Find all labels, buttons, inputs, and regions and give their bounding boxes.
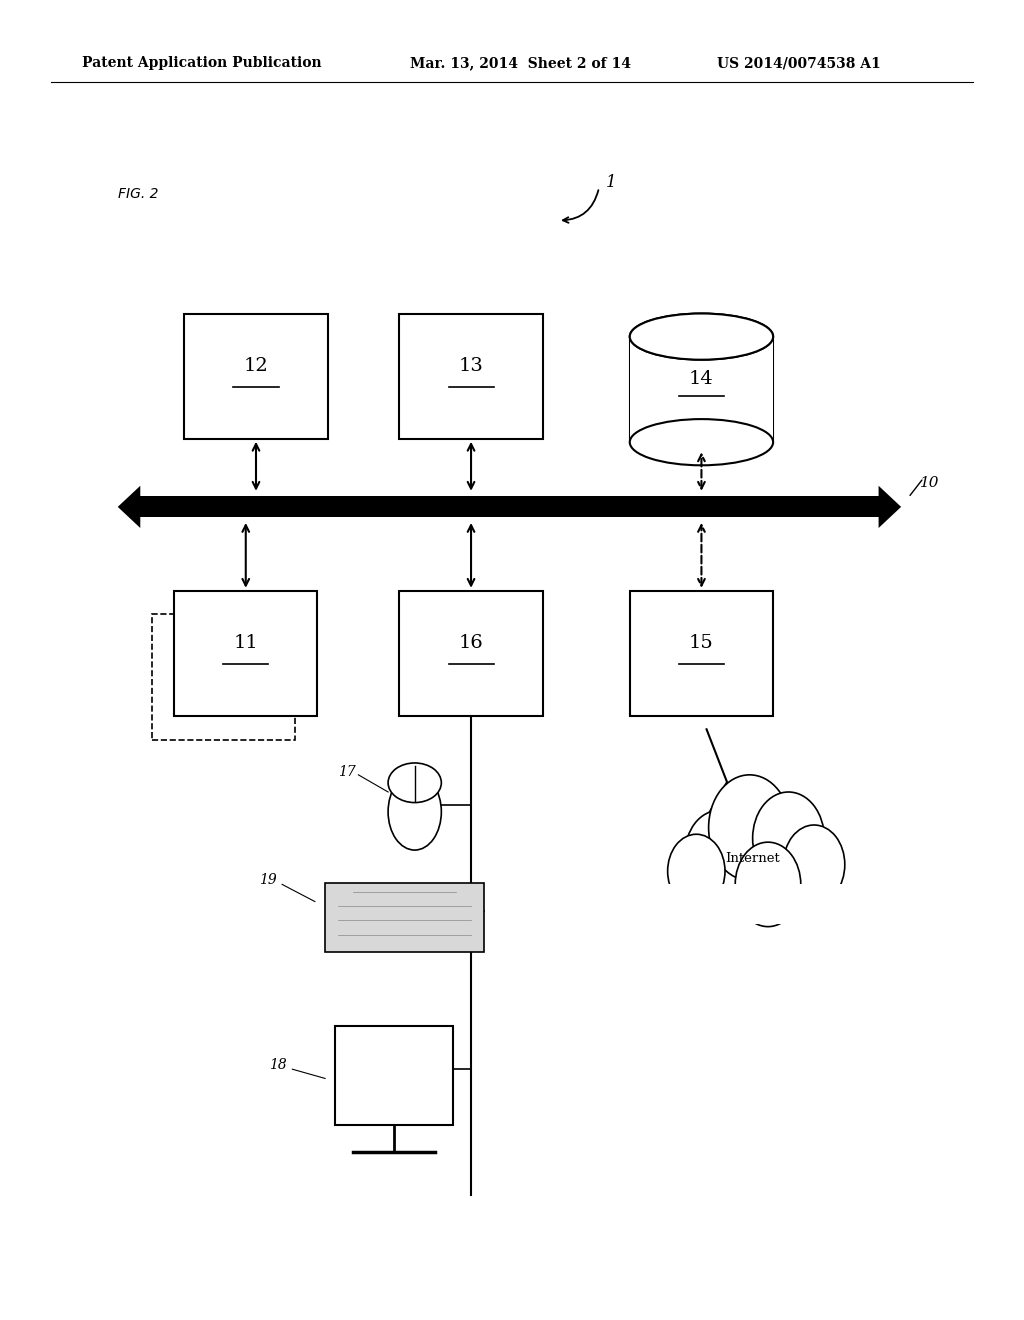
FancyBboxPatch shape [660, 884, 855, 924]
Text: 13: 13 [459, 356, 483, 375]
FancyBboxPatch shape [184, 314, 328, 438]
Circle shape [685, 810, 753, 898]
Text: US 2014/0074538 A1: US 2014/0074538 A1 [717, 57, 881, 70]
Text: 16: 16 [459, 634, 483, 652]
FancyBboxPatch shape [326, 883, 484, 952]
Polygon shape [118, 486, 140, 528]
Text: Internet: Internet [725, 851, 780, 865]
Ellipse shape [630, 314, 773, 360]
Ellipse shape [630, 420, 773, 466]
Text: 17: 17 [338, 766, 355, 779]
FancyBboxPatch shape [399, 314, 543, 438]
FancyBboxPatch shape [660, 812, 855, 924]
FancyBboxPatch shape [136, 496, 883, 517]
Circle shape [735, 842, 801, 927]
FancyBboxPatch shape [630, 591, 773, 715]
Polygon shape [879, 486, 901, 528]
FancyBboxPatch shape [399, 591, 543, 715]
Text: 10: 10 [920, 477, 939, 490]
Ellipse shape [388, 763, 441, 803]
Text: 12: 12 [244, 356, 268, 375]
Ellipse shape [388, 774, 441, 850]
Text: 19: 19 [258, 874, 276, 887]
FancyBboxPatch shape [630, 337, 773, 442]
Text: Patent Application Publication: Patent Application Publication [82, 57, 322, 70]
Text: 11: 11 [233, 634, 258, 652]
Text: 15: 15 [689, 634, 714, 652]
Text: FIG. 2: FIG. 2 [118, 187, 159, 201]
Circle shape [783, 825, 845, 904]
FancyBboxPatch shape [174, 591, 317, 715]
Text: Mar. 13, 2014  Sheet 2 of 14: Mar. 13, 2014 Sheet 2 of 14 [410, 57, 631, 70]
Text: 18: 18 [268, 1059, 287, 1072]
Circle shape [753, 792, 824, 884]
FancyBboxPatch shape [336, 1027, 453, 1125]
Ellipse shape [630, 314, 773, 360]
Text: 14: 14 [689, 370, 714, 388]
Circle shape [668, 834, 725, 908]
Circle shape [709, 775, 791, 880]
Text: 1: 1 [606, 174, 616, 190]
